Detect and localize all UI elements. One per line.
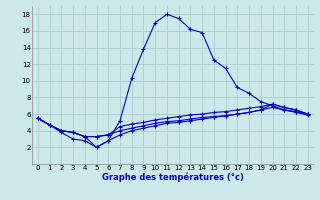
X-axis label: Graphe des températures (°c): Graphe des températures (°c)	[102, 173, 244, 182]
